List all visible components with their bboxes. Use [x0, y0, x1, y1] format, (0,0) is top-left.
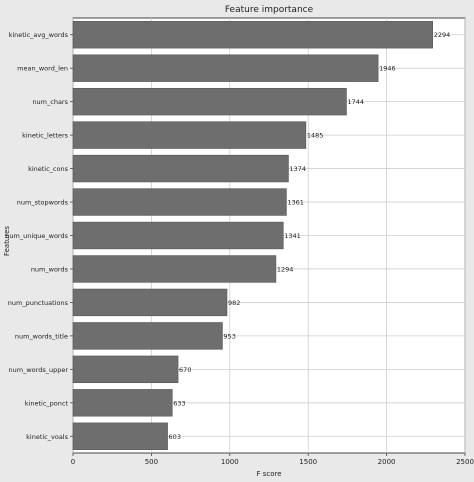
bar-value-label: 1946 [379, 65, 396, 73]
bar-num_words [72, 255, 277, 283]
bar-kinetic_ponct [72, 389, 173, 417]
x-tick-label: 1000 [221, 458, 239, 466]
bar-num_words_upper [72, 355, 179, 384]
bar-value-label: 670 [179, 366, 191, 374]
bar-value-label: 1485 [307, 132, 324, 140]
x-tick-label: 2500 [456, 458, 474, 466]
bar-value-label: 1361 [287, 199, 304, 207]
x-tick-label: 500 [145, 458, 158, 466]
y-tick-label: num_words_upper [9, 366, 69, 374]
bar-num_punctuations [72, 288, 228, 317]
y-tick-label: num_unique_words [5, 232, 68, 240]
bar-num_words_title [72, 322, 223, 350]
y-axis-label: Features [3, 226, 11, 256]
x-tick-label: 0 [71, 458, 75, 466]
y-tick-label: num_chars [32, 98, 68, 106]
bar-num_chars [72, 87, 347, 116]
bar-kinetic_cons [72, 154, 289, 183]
bar-value-label: 982 [228, 299, 240, 307]
bar-kinetic_avg_words [72, 21, 433, 49]
bar-num_stopwords [72, 188, 287, 216]
bar-value-label: 1341 [284, 232, 301, 240]
bar-value-label: 1294 [277, 265, 294, 273]
bar-kinetic_letters [72, 121, 307, 149]
x-tick-labels: 0 500 1000 1500 2000 2500 [71, 453, 474, 466]
x-axis-label: F score [256, 470, 281, 478]
bar-mean_word_len [72, 54, 379, 82]
y-tick-label: kinetic_avg_words [9, 31, 69, 39]
y-tick-label: kinetic_voals [26, 433, 68, 441]
y-tick-label: num_words [31, 265, 69, 273]
bars: 2294 1946 1744 1485 1374 1361 1341 1294 982 953 67… [72, 21, 451, 450]
bar-kinetic_voals [72, 422, 168, 450]
bar-value-label: 1374 [289, 165, 306, 173]
bar-num_unique_words [72, 221, 284, 250]
bar-value-label: 2294 [434, 31, 451, 39]
bar-value-label: 603 [169, 433, 181, 441]
y-tick-label: kinetic_letters [22, 132, 68, 140]
x-tick-label: 2000 [378, 458, 396, 466]
y-tick-label: kinetic_ponct [25, 399, 69, 407]
bar-value-label: 953 [223, 332, 235, 340]
bar-value-label: 633 [173, 399, 185, 407]
y-tick-label: num_stopwords [17, 199, 69, 207]
x-tick-label: 1500 [299, 458, 317, 466]
y-tick-label: num_punctuations [8, 299, 69, 307]
y-tick-labels: kinetic_avg_words mean_word_len num_charsk… [5, 31, 73, 441]
bar-value-label: 1744 [347, 98, 364, 106]
y-tick-label: kinetic_cons [28, 165, 69, 173]
chart-title: Feature importance [225, 5, 314, 15]
y-tick-label: num_words_title [15, 332, 68, 340]
y-tick-label: mean_word_len [17, 65, 68, 73]
